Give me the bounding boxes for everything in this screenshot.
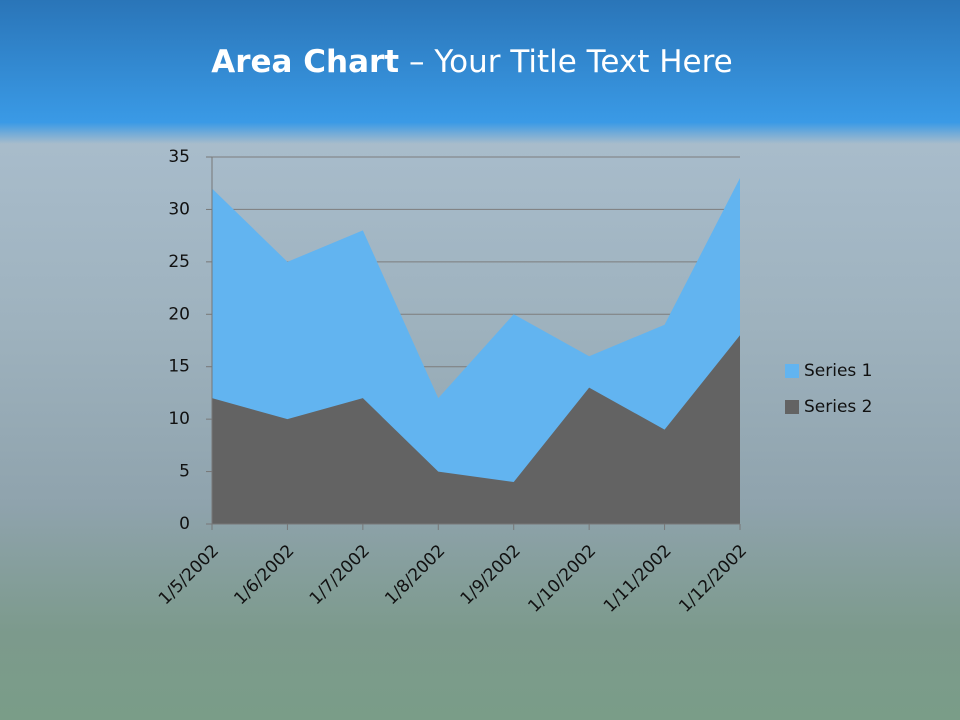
legend-label: Series 2 (804, 397, 873, 417)
legend-label: Series 1 (804, 361, 873, 381)
y-tick-label: 10 (168, 409, 190, 429)
legend-swatch (785, 364, 799, 378)
slide-title: Area Chart – Your Title Text Here (211, 44, 732, 80)
legend-swatch (785, 400, 799, 414)
y-tick-label: 15 (168, 357, 190, 377)
title-rest: – Your Title Text Here (409, 44, 733, 80)
title-bold: Area Chart (211, 44, 399, 80)
y-tick-label: 20 (168, 304, 190, 324)
y-tick-label: 35 (168, 147, 190, 167)
y-tick-label: 5 (179, 462, 190, 482)
y-tick-label: 0 (179, 514, 190, 534)
y-tick-label: 25 (168, 252, 190, 272)
area (212, 335, 740, 524)
y-tick-label: 30 (168, 199, 190, 219)
